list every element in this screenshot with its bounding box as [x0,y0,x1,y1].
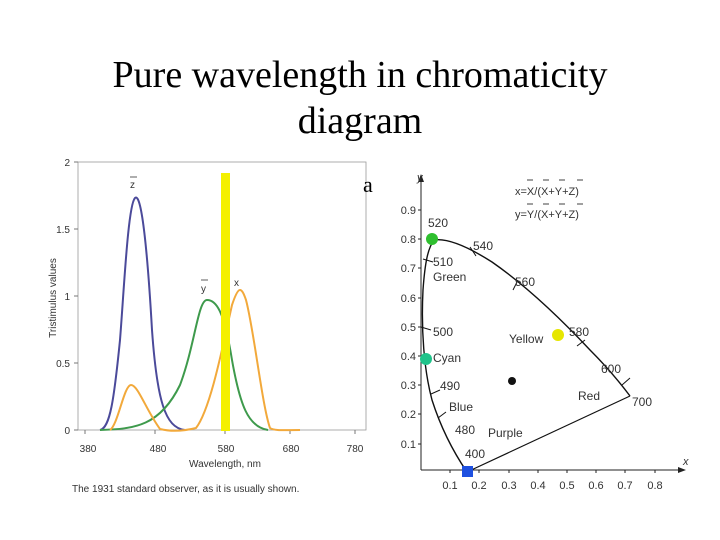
wl-label-540: 540 [473,239,493,253]
wl-label-500: 500 [433,325,453,339]
region-label-green: Green [433,270,466,284]
chroma-ytick: 0.5 [401,322,416,334]
formula-x: x=X/(X+Y+Z) [515,186,579,198]
chromaticity-diagram: y x 0.1 0.2 0.3 0.4 0.5 0.6 0.7 0.8 0.9 [401,172,689,492]
z-bar-curve [99,196,186,431]
cmf-ytick: 1 [64,292,70,303]
wl-label-510: 510 [433,255,453,269]
chroma-xtick: 0.2 [471,480,486,492]
point-cyan [420,353,432,365]
chroma-xtick: 0.7 [617,480,632,492]
slide-title: Pure wavelength in chromaticity diagram [60,52,660,144]
region-label-yellow: Yellow [509,332,544,346]
wl-label-490: 490 [440,379,460,393]
chroma-ytick: 0.9 [401,205,416,217]
title-line-1: Pure wavelength in chromaticity [112,54,608,96]
wl-label-700: 700 [632,395,652,409]
cmf-ytick: 0 [64,426,70,437]
point-green-520 [426,233,438,245]
chroma-ytick: 0.7 [401,263,416,275]
cmf-xtick: 780 [347,444,364,455]
cmf-ytick: 0.5 [56,359,70,370]
cmf-ytick: 1.5 [56,225,70,236]
y-bar-curve [99,298,269,431]
chroma-ytick: 0.8 [401,234,416,246]
region-label-cyan: Cyan [433,351,461,365]
axis-x-letter: x [682,456,689,468]
axis-y-letter: y [416,172,424,184]
line-of-purples [466,395,631,473]
x-bar-label: x [234,278,239,289]
region-label-red: Red [578,389,600,403]
region-label-blue: Blue [449,400,473,414]
wavelength-marker-580 [221,173,230,431]
cmf-xtick: 380 [80,444,97,455]
wl-label-600: 600 [601,362,621,376]
cmf-chart: 0 0.5 1 1.5 2 380 480 580 680 780 Tristi… [48,158,373,495]
title-line-2: diagram [297,100,423,142]
chroma-ytick: 0.6 [401,293,416,305]
cmf-xtick: 580 [218,444,235,455]
chroma-xtick: 0.8 [647,480,662,492]
point-white [508,377,516,385]
cmf-caption: The 1931 standard observer, as it is usu… [72,484,299,495]
z-bar-label: z [130,180,135,191]
wl-label-480: 480 [455,423,475,437]
cmf-x-axis-label: Wavelength, nm [189,459,261,470]
chroma-ytick: 0.1 [401,439,416,451]
cmf-xtick: 480 [150,444,167,455]
formula-y: y=Y/(X+Y+Z) [515,209,579,221]
chroma-xtick: 0.4 [530,480,545,492]
chroma-xtick: 0.1 [442,480,457,492]
chroma-xtick: 0.6 [588,480,603,492]
stray-character: a [363,172,373,197]
cmf-y-axis-label: Tristimulus values [48,258,59,338]
y-axis-arrow [418,174,424,182]
cmf-xtick: 680 [283,444,300,455]
wl-label-560: 560 [515,275,535,289]
cmf-ytick: 2 [64,158,70,169]
wl-label-520: 520 [428,216,448,230]
wl-label-580: 580 [569,325,589,339]
chroma-ytick: 0.4 [401,351,416,363]
point-yellow-580 [552,329,564,341]
chroma-xtick: 0.3 [501,480,516,492]
chroma-ytick: 0.2 [401,409,416,421]
chroma-ytick: 0.3 [401,380,416,392]
region-label-purple: Purple [488,426,523,440]
x-axis-arrow [678,467,686,473]
point-blue-400 [462,466,473,477]
chroma-xtick: 0.5 [559,480,574,492]
wl-label-400: 400 [465,447,485,461]
y-bar-label: y [201,284,206,295]
